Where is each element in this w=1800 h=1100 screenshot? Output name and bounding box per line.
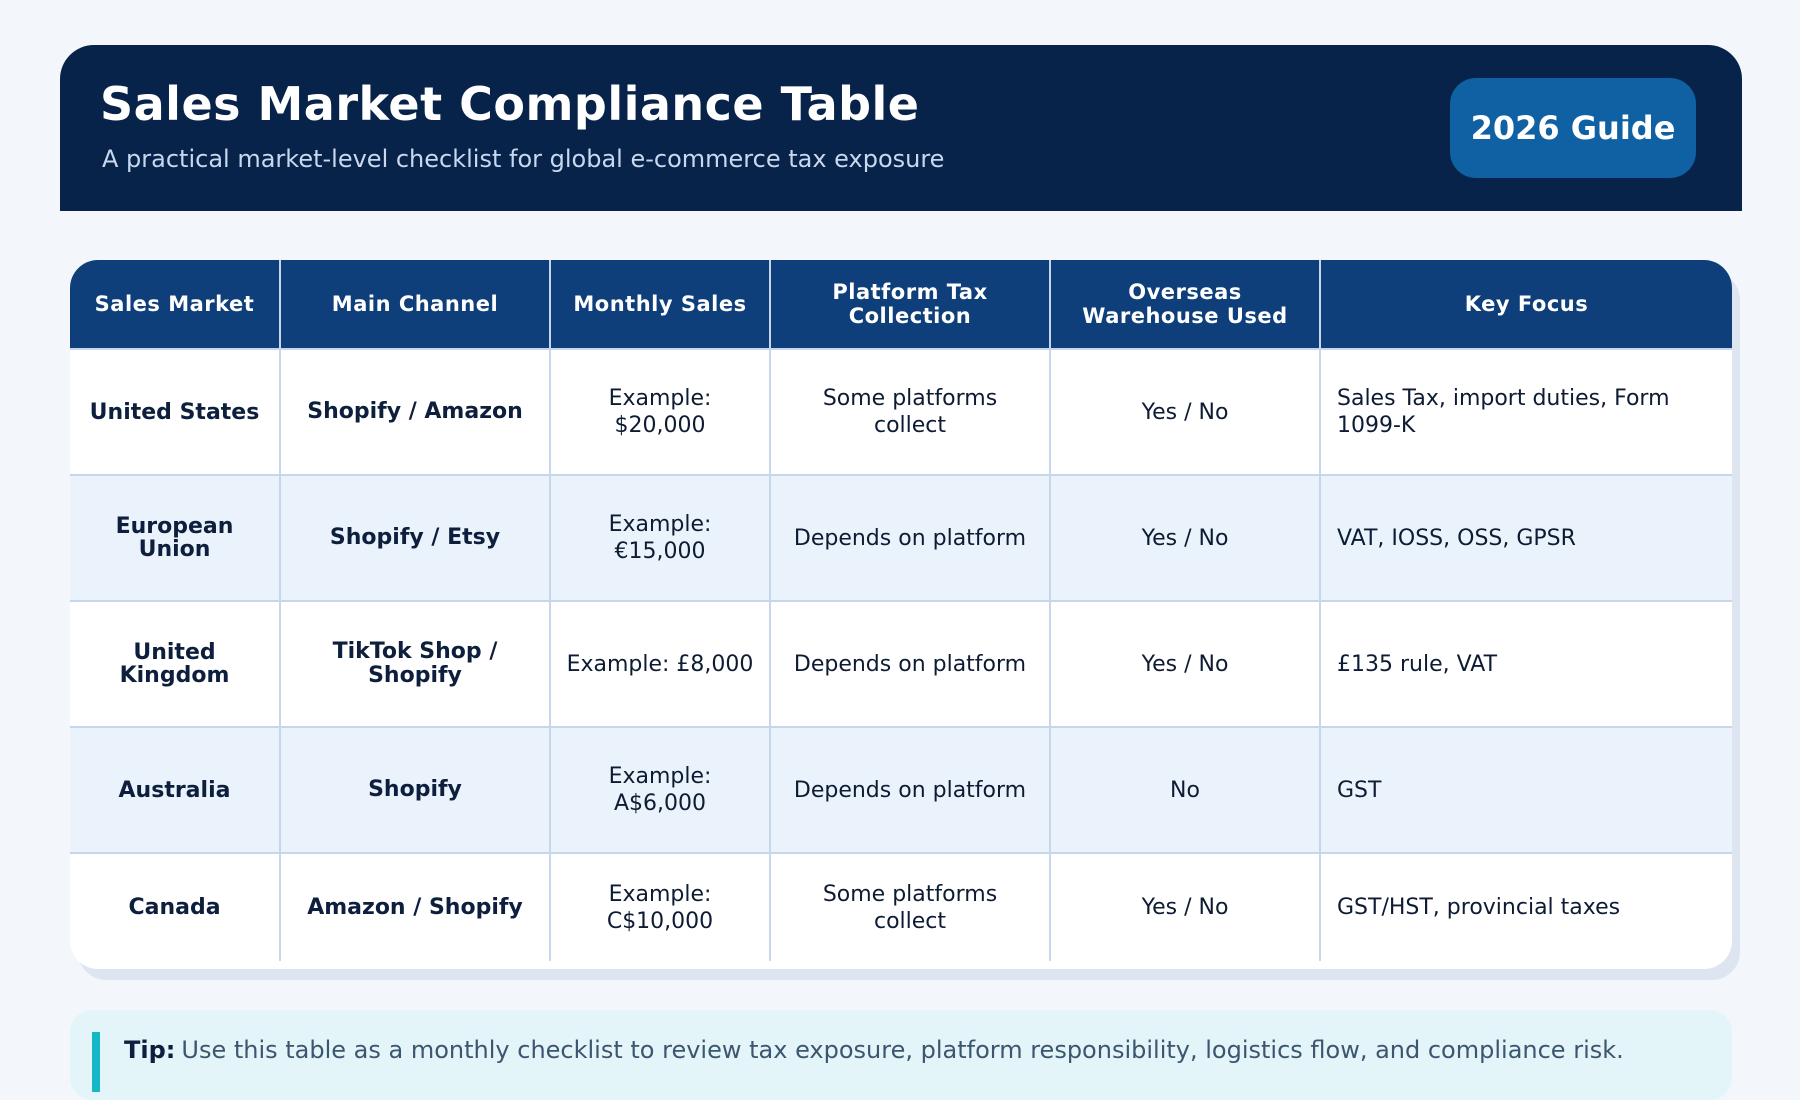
column-header-monthly-sales: Monthly Sales (549, 260, 770, 349)
cell-channel: Amazon / Shopify (279, 852, 550, 961)
column-header-key-focus: Key Focus (1319, 260, 1732, 349)
tip-callout: Tip: Use this table as a monthly checklis… (70, 1010, 1732, 1100)
cell-sales: Example: $20,000 (549, 348, 770, 475)
cell-focus: VAT, IOSS, OSS, GPSR (1319, 474, 1732, 601)
cell-channel: Shopify / Etsy (279, 474, 550, 601)
page-subtitle: A practical market-level checklist for g… (102, 145, 945, 173)
cell-platform-tax: Depends on platform (769, 474, 1050, 601)
cell-platform-tax: Depends on platform (769, 726, 1050, 853)
cell-focus: Sales Tax, import duties, Form 1099-K (1319, 348, 1732, 475)
cell-sales: Example: C$10,000 (549, 852, 770, 961)
cell-platform-tax: Some platforms collect (769, 852, 1050, 961)
cell-market: Australia (70, 726, 280, 853)
compliance-table: Sales Market Main Channel Monthly Sales … (70, 260, 1732, 961)
compliance-table-card: Sales Market Main Channel Monthly Sales … (70, 260, 1732, 969)
cell-platform-tax: Depends on platform (769, 600, 1050, 727)
column-header-platform-tax-collection: Platform Tax Collection (769, 260, 1050, 349)
page-header: Sales Market Compliance Table A practica… (60, 45, 1742, 211)
page-title: Sales Market Compliance Table (100, 77, 920, 131)
cell-platform-tax: Some platforms collect (769, 348, 1050, 475)
cell-market: United Kingdom (70, 600, 280, 727)
cell-warehouse: No (1049, 726, 1320, 853)
cell-warehouse: Yes / No (1049, 852, 1320, 961)
cell-channel: Shopify / Amazon (279, 348, 550, 475)
cell-sales: Example: €15,000 (549, 474, 770, 601)
tip-text: Use this table as a monthly checklist to… (181, 1036, 1624, 1064)
table-row: Australia Shopify Example: A$6,000 Depen… (70, 726, 1732, 853)
cell-warehouse: Yes / No (1049, 600, 1320, 727)
cell-market: United States (70, 348, 280, 475)
cell-market: European Union (70, 474, 280, 601)
table-header-row: Sales Market Main Channel Monthly Sales … (70, 260, 1732, 349)
cell-focus: £135 rule, VAT (1319, 600, 1732, 727)
cell-warehouse: Yes / No (1049, 348, 1320, 475)
column-header-main-channel: Main Channel (279, 260, 550, 349)
cell-warehouse: Yes / No (1049, 474, 1320, 601)
cell-sales: Example: £8,000 (549, 600, 770, 727)
cell-channel: TikTok Shop / Shopify (279, 600, 550, 727)
cell-focus: GST (1319, 726, 1732, 853)
tip-label: Tip: (124, 1036, 176, 1064)
table-row: Canada Amazon / Shopify Example: C$10,00… (70, 852, 1732, 961)
tip-accent-bar (92, 1032, 100, 1092)
cell-sales: Example: A$6,000 (549, 726, 770, 853)
table-row: United Kingdom TikTok Shop / Shopify Exa… (70, 600, 1732, 727)
column-header-sales-market: Sales Market (70, 260, 280, 349)
table-row: European Union Shopify / Etsy Example: €… (70, 474, 1732, 601)
cell-channel: Shopify (279, 726, 550, 853)
cell-focus: GST/HST, provincial taxes (1319, 852, 1732, 961)
cell-market: Canada (70, 852, 280, 961)
tip-text-line: Tip: Use this table as a monthly checklis… (124, 1036, 1624, 1064)
guide-badge: 2026 Guide (1450, 78, 1696, 178)
column-header-overseas-warehouse: Overseas Warehouse Used (1049, 260, 1320, 349)
table-row: United States Shopify / Amazon Example: … (70, 348, 1732, 475)
